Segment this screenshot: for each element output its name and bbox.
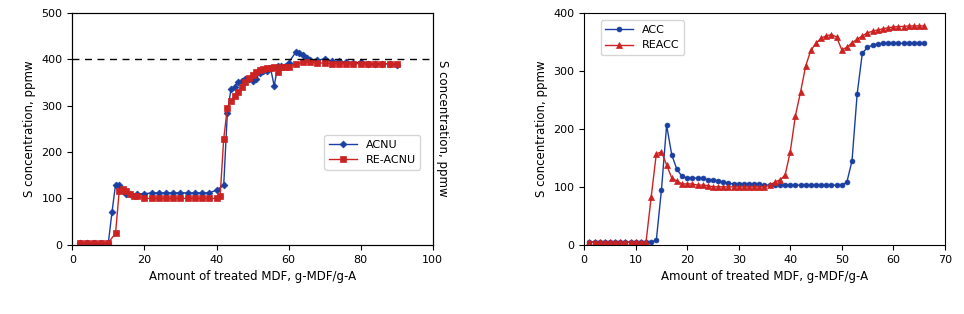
REACC: [846, 41, 858, 45]
X-axis label: Amount of treated MDF, g-MDF/g-A: Amount of treated MDF, g-MDF/g-A: [661, 270, 868, 283]
Line: RE-ACNU: RE-ACNU: [77, 60, 399, 245]
REACC: [583, 240, 595, 244]
RE-ACNU: [377, 62, 388, 66]
REACC: [903, 24, 915, 28]
RE-ACNU: [297, 60, 308, 64]
RE-ACNU: [146, 197, 157, 200]
ACNU: [377, 62, 388, 66]
ACC: [583, 240, 595, 244]
ACNU: [146, 191, 157, 195]
X-axis label: Amount of treated MDF, g-MDF/g-A: Amount of treated MDF, g-MDF/g-A: [149, 270, 356, 283]
Y-axis label: S concentration, ppmw: S concentration, ppmw: [23, 60, 36, 197]
Legend: ACC, REACC: ACC, REACC: [601, 20, 683, 55]
ACNU: [73, 241, 85, 245]
Y-axis label: S concentration, ppmw: S concentration, ppmw: [437, 60, 449, 197]
ACC: [897, 41, 909, 45]
ACC: [846, 159, 858, 163]
RE-ACNU: [153, 197, 165, 200]
REACC: [893, 24, 904, 28]
ACC: [919, 41, 930, 45]
Y-axis label: S concentration, ppmw: S concentration, ppmw: [535, 60, 548, 197]
Legend: ACNU, RE-ACNU: ACNU, RE-ACNU: [324, 135, 420, 170]
REACC: [686, 182, 698, 186]
ACC: [666, 153, 678, 157]
ACC: [686, 176, 698, 180]
REACC: [919, 24, 930, 28]
REACC: [666, 176, 678, 180]
Line: REACC: REACC: [586, 23, 927, 245]
Line: ACC: ACC: [587, 41, 926, 244]
RE-ACNU: [391, 62, 403, 66]
ACC: [877, 41, 889, 45]
ACNU: [334, 59, 345, 63]
ACNU: [297, 53, 308, 57]
RE-ACNU: [73, 241, 85, 245]
REACC: [728, 185, 739, 189]
Line: ACNU: ACNU: [77, 50, 399, 245]
RE-ACNU: [282, 65, 294, 69]
ACNU: [153, 191, 165, 195]
RE-ACNU: [334, 62, 345, 66]
ACNU: [391, 63, 403, 67]
ACNU: [290, 50, 302, 54]
RE-ACNU: [268, 65, 280, 69]
ACC: [728, 182, 739, 186]
ACC: [609, 240, 621, 244]
ACNU: [272, 64, 283, 68]
REACC: [609, 240, 621, 244]
